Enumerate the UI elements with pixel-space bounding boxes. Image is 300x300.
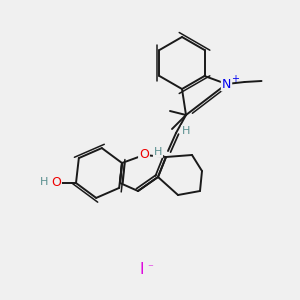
- Text: +: +: [232, 74, 239, 84]
- Text: O: O: [51, 176, 61, 190]
- Text: H: H: [154, 147, 162, 157]
- Text: ⁻: ⁻: [147, 263, 153, 273]
- Text: H: H: [40, 177, 48, 187]
- Text: I: I: [140, 262, 144, 278]
- Text: H: H: [182, 126, 190, 136]
- Text: N: N: [222, 77, 231, 91]
- Text: O: O: [139, 148, 149, 161]
